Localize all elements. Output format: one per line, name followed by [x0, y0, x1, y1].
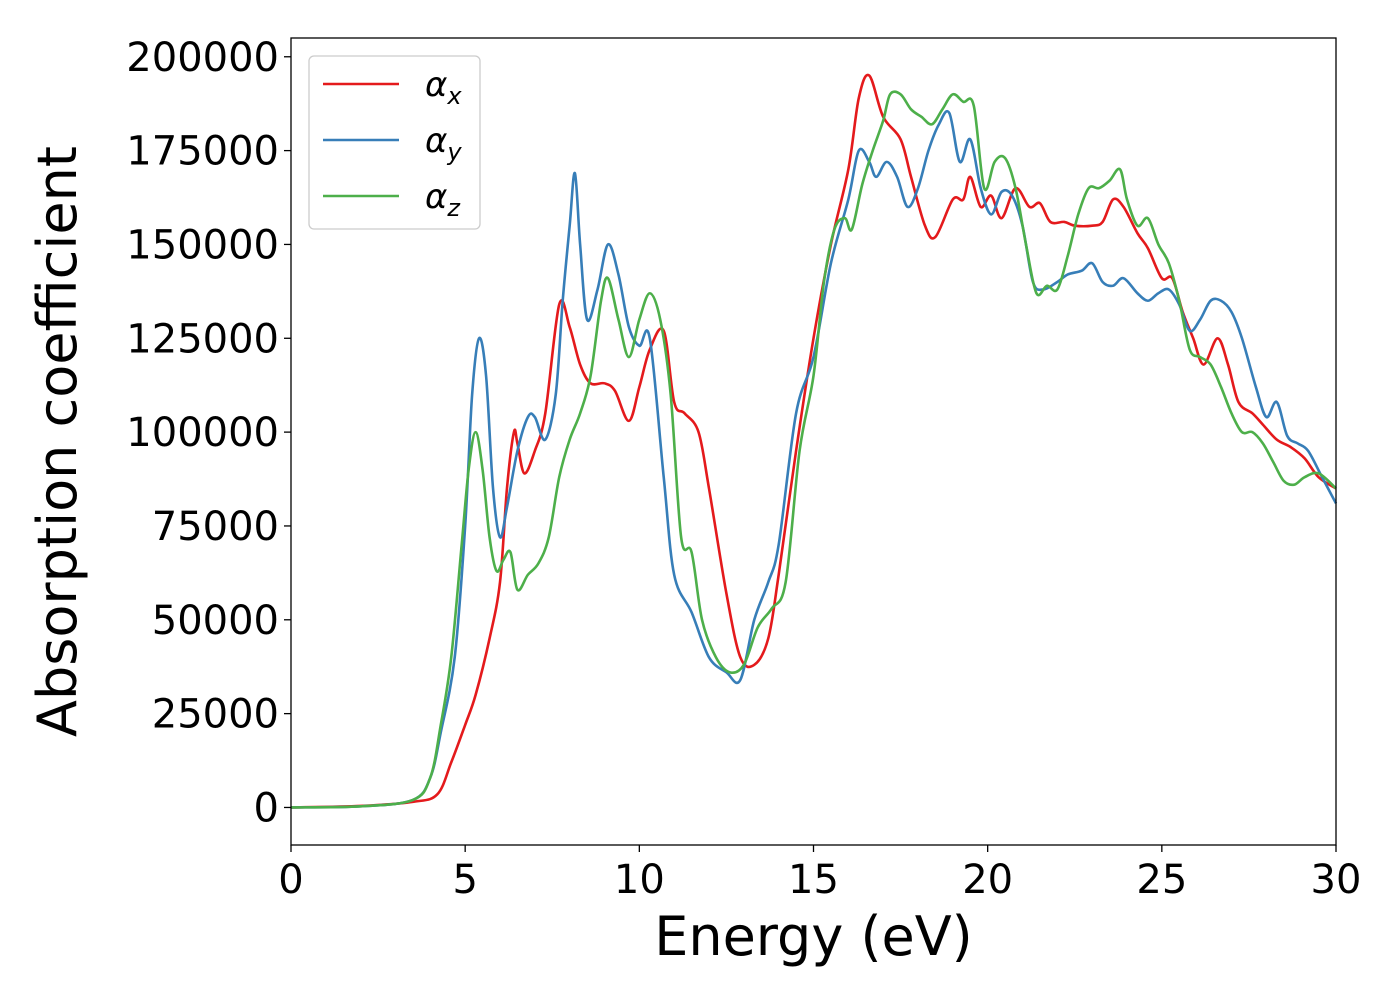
x-tick-label: 25 [1136, 857, 1187, 903]
y-tick-label: 150000 [126, 222, 279, 268]
x-axis-ticks: 0 5 10 15 20 25 30 [278, 845, 1361, 903]
y-tick-label: 25000 [152, 692, 279, 738]
y-tick-label: 200000 [126, 35, 279, 81]
legend-box [308, 55, 481, 230]
x-tick-label: 5 [452, 857, 477, 903]
y-axis-ticks: 0 25000 50000 75000 100000 125000 150000 175000… [126, 35, 291, 831]
series-line-z [290, 90, 1337, 809]
x-tick-label: 0 [278, 857, 303, 903]
y-axis-label: Absorption coefficient [26, 146, 89, 737]
legend-label-z: αz [425, 177, 461, 222]
x-axis-label: Energy (eV) [654, 905, 973, 968]
y-tick-label: 125000 [126, 316, 279, 362]
x-tick-label: 15 [788, 857, 839, 903]
y-tick-label: 100000 [126, 410, 279, 456]
y-tick-label: 175000 [126, 129, 279, 175]
x-tick-label: 10 [614, 857, 665, 903]
y-tick-label: 0 [254, 785, 279, 831]
series-curves [290, 73, 1338, 809]
legend-label-y: αy [425, 121, 462, 166]
legend-label-x: αx [425, 65, 462, 110]
x-tick-label: 20 [962, 857, 1013, 903]
series-line-x [290, 73, 1337, 809]
y-tick-label: 75000 [152, 504, 279, 550]
legend: αx αy αz [308, 55, 481, 230]
x-tick-label: 30 [1311, 857, 1362, 903]
y-tick-label: 50000 [152, 598, 279, 644]
series-line-y [290, 110, 1338, 809]
